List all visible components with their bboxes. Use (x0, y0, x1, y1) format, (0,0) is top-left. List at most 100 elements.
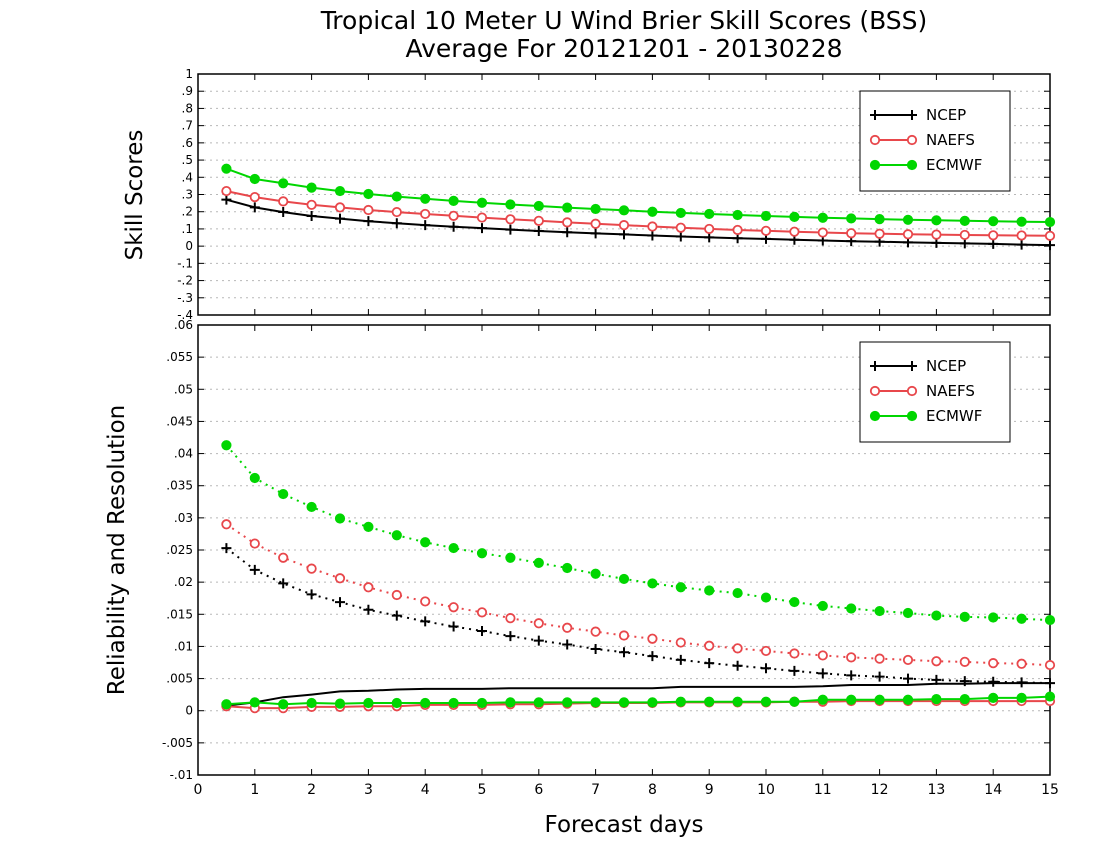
bottom-series-ecmwf-resolution (221, 440, 1056, 626)
data-point-naefs (363, 582, 374, 593)
data-point-ncep (874, 671, 885, 682)
top-legend: NCEP NAEFS ECMWF (859, 90, 1011, 192)
bottom-y-tick-label: .02 (174, 575, 193, 589)
bottom-plot-frame (197, 324, 1051, 776)
top-y-tick-label: .2 (182, 205, 193, 219)
data-point-naefs (249, 191, 260, 203)
data-point-ncep (590, 228, 601, 239)
data-point-ecmwf (675, 207, 686, 219)
legend-label-ncep: NCEP (926, 106, 966, 124)
data-point-ecmwf (249, 472, 260, 484)
legend-label-ncep: NCEP (926, 357, 966, 375)
legend-entry-ecmwf: ECMWF (869, 407, 982, 425)
x-tick-label: 14 (984, 782, 1002, 798)
data-point-naefs (391, 206, 402, 218)
data-point-ecmwf (562, 697, 573, 708)
legend-marker (907, 361, 917, 371)
top-series-ncep (221, 194, 1055, 251)
data-point-ncep (704, 232, 715, 243)
data-point-naefs (420, 596, 431, 607)
x-tick-label: 15 (1041, 782, 1059, 798)
data-point-ecmwf (959, 215, 970, 226)
data-point-ncep (420, 220, 431, 231)
data-point-ecmwf (704, 585, 715, 596)
x-tick-label: 3 (364, 782, 373, 798)
data-point-ecmwf (846, 213, 857, 224)
data-point-naefs (278, 196, 289, 207)
data-point-ecmwf (902, 214, 914, 225)
bottom-y-tick-label: .01 (174, 639, 193, 653)
data-point-ecmwf (533, 557, 544, 568)
data-point-ecmwf (391, 530, 402, 541)
data-point-ncep (732, 660, 743, 671)
data-point-ecmwf (704, 208, 715, 220)
data-point-naefs (675, 222, 686, 233)
data-point-naefs (931, 229, 942, 240)
data-point-ecmwf (647, 578, 658, 589)
data-point-naefs (476, 212, 488, 223)
top-y-tick-label: .9 (182, 84, 193, 98)
data-point-ecmwf (334, 513, 346, 524)
top-panel: -.4 -.3 -.2 -.1 0 .1 .2 .3 .4 .5 .6 .7 .8 .9 1 NCEP NAEF… (177, 67, 1056, 322)
data-point-naefs (675, 637, 686, 648)
data-point-ecmwf (1016, 216, 1027, 227)
data-point-ecmwf (562, 202, 573, 213)
data-point-ecmwf (988, 612, 999, 623)
legend-marker (870, 110, 880, 120)
data-point-ncep (959, 238, 970, 249)
data-point-ecmwf (931, 694, 942, 705)
x-tick-label: 10 (757, 782, 775, 798)
bottom-y-tick-label: -.01 (170, 768, 193, 782)
series-line-ncep (226, 682, 1050, 707)
legend-marker (869, 134, 881, 146)
data-point-ncep (249, 202, 260, 213)
data-point-ncep (363, 216, 374, 227)
data-point-naefs (959, 656, 970, 667)
data-point-ecmwf (1044, 691, 1056, 702)
data-point-naefs (647, 221, 658, 232)
x-tick-label: 9 (705, 782, 714, 798)
data-point-ecmwf (306, 501, 317, 513)
top-y-axis-label: Skill Scores (122, 130, 148, 261)
data-point-ecmwf (789, 211, 800, 222)
top-plot-frame (197, 73, 1051, 316)
data-point-ncep (477, 626, 487, 636)
data-point-ecmwf (789, 696, 800, 707)
data-point-ncep (590, 644, 601, 654)
data-point-naefs (959, 229, 970, 241)
data-point-ncep (306, 589, 317, 600)
top-y-tick-label: .1 (182, 222, 193, 236)
legend-marker (906, 159, 918, 171)
data-point-naefs (846, 652, 857, 663)
data-point-ncep (988, 238, 999, 249)
data-point-ecmwf (221, 163, 232, 174)
data-point-ecmwf (1016, 613, 1027, 624)
bottom-y-tick-label: 0 (185, 704, 193, 718)
data-point-ncep (278, 207, 289, 218)
top-y-tick-label: .6 (182, 136, 193, 150)
data-point-ecmwf (732, 587, 743, 599)
data-point-naefs (1016, 230, 1027, 241)
data-point-ncep (789, 665, 800, 676)
data-point-ncep (533, 635, 544, 646)
data-point-naefs (391, 589, 402, 601)
data-point-ecmwf (647, 697, 658, 708)
top-y-tick-label: 0 (185, 239, 193, 253)
data-point-ecmwf (789, 596, 800, 608)
data-point-ecmwf (874, 694, 885, 705)
data-point-ecmwf (732, 209, 743, 221)
data-point-ncep (221, 543, 232, 554)
series-line-ecmwf (225, 444, 1051, 622)
x-tick-label: 8 (648, 782, 657, 798)
x-tick-label: 11 (814, 782, 832, 798)
data-point-ecmwf (988, 692, 999, 703)
data-point-ecmwf (931, 215, 942, 226)
bottom-series-ncep-resolution (221, 543, 1055, 689)
data-point-naefs (874, 228, 885, 239)
data-point-ecmwf (618, 205, 630, 216)
data-point-ecmwf (363, 697, 374, 709)
top-y-tick-label: .3 (182, 188, 193, 202)
legend-marker (906, 134, 918, 146)
data-point-naefs (618, 220, 630, 231)
legend-label-ecmwf: ECMWF (926, 407, 982, 425)
